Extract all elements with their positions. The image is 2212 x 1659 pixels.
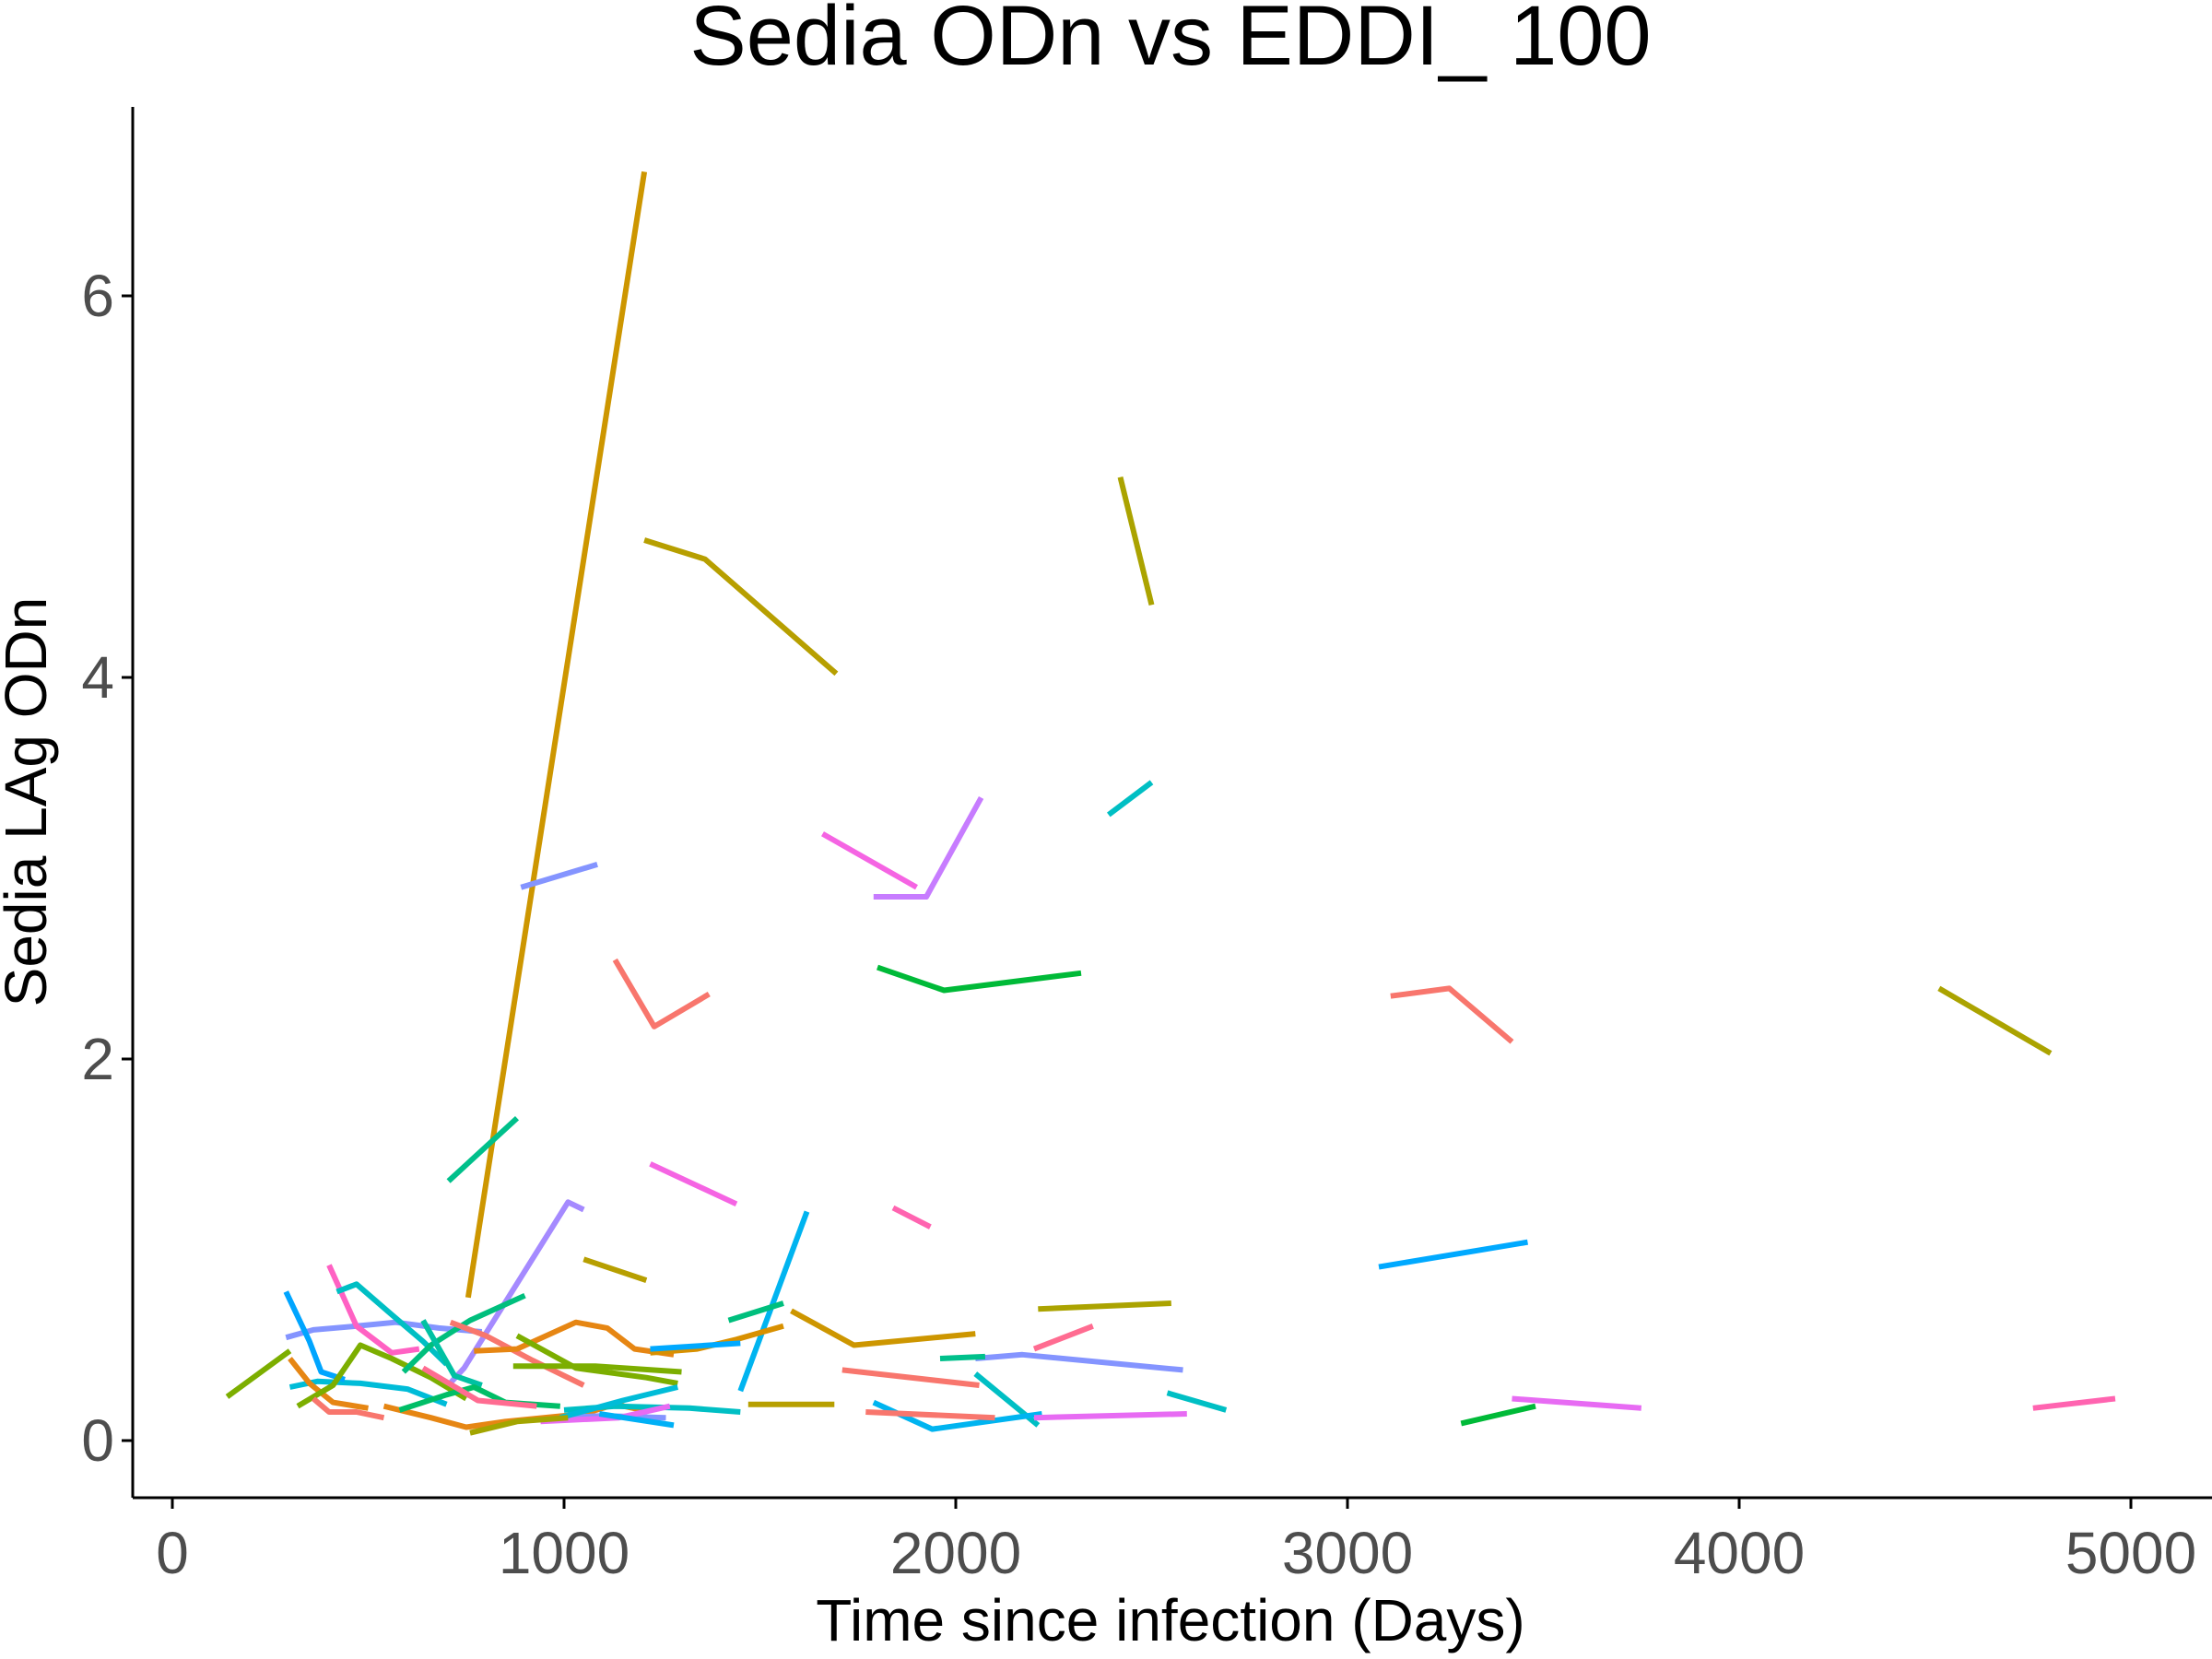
series-line-29 xyxy=(1033,1411,1187,1421)
x-axis-title: Time since infection (Days) xyxy=(816,1587,1524,1653)
series-line-54 xyxy=(512,1363,682,1375)
series-line-10 xyxy=(1390,985,1514,1044)
series-line-8 xyxy=(877,964,1082,994)
plot-lines xyxy=(225,171,2116,1436)
y-tick-label: 4 xyxy=(81,644,114,711)
series-line-46 xyxy=(420,1319,483,1388)
series-line-30 xyxy=(1166,1390,1228,1413)
series-line-5 xyxy=(873,795,984,900)
y-tick-label: 0 xyxy=(81,1407,114,1474)
series-line-53 xyxy=(515,1333,678,1386)
series-line-14 xyxy=(891,1205,932,1230)
series-line-9 xyxy=(612,958,711,1030)
series-line-4 xyxy=(1106,780,1154,818)
x-axis-ticks: 0 1000 2000 3000 4000 5000 xyxy=(156,1498,2196,1586)
series-line-17 xyxy=(582,1256,648,1283)
x-tick-label: 3000 xyxy=(1282,1520,1413,1586)
y-axis-title: Sedia LAg ODn xyxy=(0,597,59,1007)
x-tick-label: 1000 xyxy=(499,1520,629,1586)
series-line-58 xyxy=(559,1384,679,1421)
series-line-7 xyxy=(520,862,598,890)
series-line-6 xyxy=(821,831,918,890)
x-tick-label: 4000 xyxy=(1674,1520,1805,1586)
series-line-60 xyxy=(598,1411,675,1429)
x-tick-label: 0 xyxy=(156,1520,189,1586)
series-line-12 xyxy=(446,1115,520,1183)
series-line-15 xyxy=(737,1210,810,1393)
series-line-36 xyxy=(285,1319,483,1341)
series-line-19 xyxy=(1038,1300,1171,1312)
series-line-20 xyxy=(727,1300,784,1324)
series-line-33 xyxy=(1460,1403,1536,1427)
series-line-52 xyxy=(650,1340,741,1352)
y-tick-label: 2 xyxy=(81,1026,114,1092)
series-line-39 xyxy=(326,1264,420,1356)
series-line-21 xyxy=(790,1308,976,1348)
series-line-2 xyxy=(643,537,839,677)
series-line-59 xyxy=(469,1415,569,1436)
series-line-49 xyxy=(421,1365,537,1409)
series-line-11 xyxy=(1937,985,2053,1056)
series-line-28 xyxy=(865,1409,995,1421)
series-line-13 xyxy=(649,1161,738,1207)
series-line-1 xyxy=(465,171,648,1299)
series-line-35 xyxy=(225,1348,292,1399)
x-tick-label: 5000 xyxy=(2065,1520,2196,1586)
y-tick-label: 6 xyxy=(81,263,114,329)
series-line-18 xyxy=(1378,1239,1528,1270)
series-line-38 xyxy=(283,1290,346,1382)
series-line-45 xyxy=(401,1292,526,1374)
series-line-23 xyxy=(975,1351,1183,1373)
series-line-32 xyxy=(1512,1395,1642,1411)
series-line-34 xyxy=(2032,1395,2116,1411)
series-line-27 xyxy=(939,1353,986,1361)
y-axis-ticks: 0 2 4 6 xyxy=(81,263,133,1474)
series-line-50 xyxy=(474,1319,675,1358)
series-line-43 xyxy=(312,1396,385,1421)
series-line-24 xyxy=(841,1367,980,1388)
series-line-22 xyxy=(1032,1324,1094,1352)
chart-title: Sedia ODn vs EDDI_ 100 xyxy=(689,0,1651,83)
x-tick-label: 2000 xyxy=(890,1520,1021,1586)
series-line-3 xyxy=(1117,476,1155,606)
series-line-42 xyxy=(296,1342,468,1409)
